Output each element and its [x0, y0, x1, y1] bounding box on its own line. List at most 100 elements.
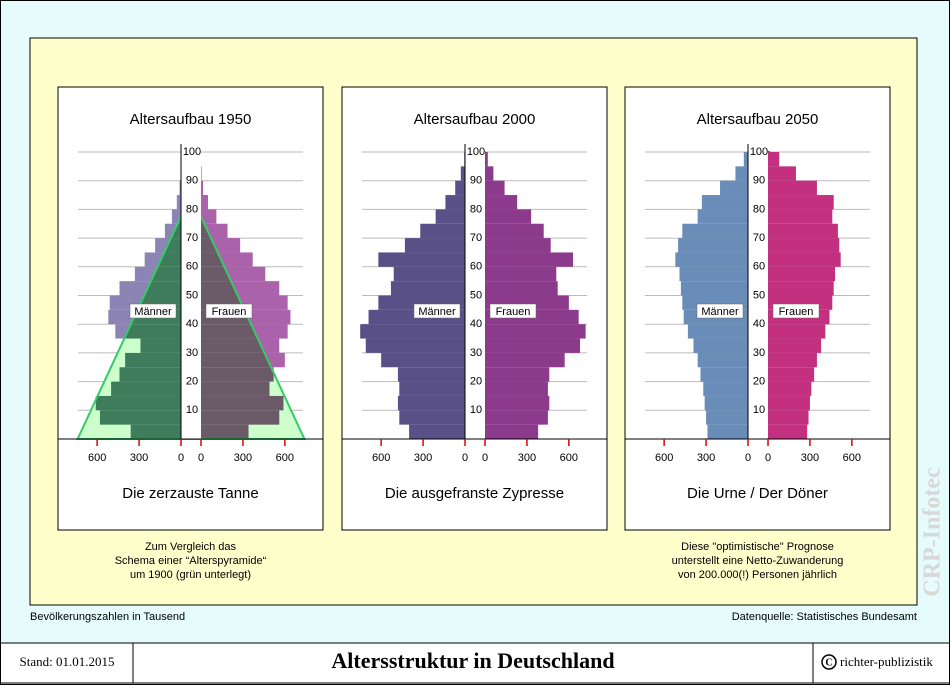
bar-female [768, 281, 834, 296]
bar-male [390, 281, 465, 296]
label-box [205, 303, 253, 319]
bar-female [485, 424, 539, 439]
bar-male [409, 424, 465, 439]
y-tick-label: 10 [753, 404, 765, 416]
pyramid-panel: Altersaufbau 2000 Die ausgefranste Zypres… [341, 86, 608, 531]
bar-male [704, 395, 748, 411]
note-line: Schema einer “Alterspyramide“ [115, 555, 267, 567]
y-tick-label: 30 [753, 347, 765, 359]
y-tick-label: 100 [183, 146, 201, 158]
bar-male [735, 166, 748, 181]
y-tick-label: 40 [186, 318, 198, 330]
x-tick-label: 0 [765, 452, 771, 464]
bar-female [485, 367, 550, 382]
chart-caption: Die zerzauste Tanne [122, 485, 258, 502]
bar-female [201, 352, 285, 368]
series-label: Frauen [496, 306, 531, 318]
x-tick-label: 300 [518, 452, 536, 464]
x-tick-label: 600 [560, 452, 578, 464]
bar-male [707, 424, 748, 439]
series-label: Männer [418, 306, 456, 318]
bar-male [378, 252, 465, 267]
bar-male [455, 180, 465, 196]
axis-gap [748, 144, 768, 439]
bar-male [111, 381, 181, 396]
bar-male [445, 195, 465, 210]
bar-female [485, 252, 574, 267]
copyright-c: C [825, 657, 832, 668]
bar-female [768, 166, 796, 181]
bar-male [399, 410, 465, 425]
y-tick-label: 100 [750, 146, 768, 158]
bar-male [697, 352, 748, 368]
bar-female [485, 338, 581, 353]
bar-male [397, 367, 465, 382]
y-tick-label: 100 [467, 146, 485, 158]
bar-female [768, 209, 833, 224]
x-tick-label: 600 [276, 452, 294, 464]
x-tick-label: 0 [482, 452, 488, 464]
bar-female [485, 281, 558, 296]
bar-male [682, 223, 748, 239]
bar-male [720, 180, 748, 196]
bar-female [485, 209, 532, 224]
bar-male [140, 338, 181, 353]
bar-female [485, 395, 550, 411]
x-tick-label: 0 [178, 452, 184, 464]
label-box [772, 303, 820, 319]
x-tick-label: 300 [697, 452, 715, 464]
bar-female [485, 152, 488, 167]
watermark: CRP-Infotec [920, 467, 946, 597]
x-tick-label: 0 [198, 452, 204, 464]
y-tick-label: 20 [470, 376, 482, 388]
label-box [129, 303, 177, 319]
bar-male [125, 352, 181, 368]
y-tick-label: 40 [470, 318, 482, 330]
bar-male [95, 395, 181, 411]
bar-female [768, 152, 780, 167]
bar-female [768, 410, 809, 425]
x-tick-label: 600 [88, 452, 106, 464]
bar-male [687, 324, 748, 339]
bar-female [768, 238, 840, 253]
bar-male [420, 223, 465, 239]
label-box [696, 303, 744, 319]
bar-female [201, 209, 217, 224]
bar-male [397, 395, 465, 411]
bar-female [485, 238, 551, 253]
y-tick-label: 30 [470, 347, 482, 359]
bar-female [485, 381, 548, 396]
bar-female [201, 180, 204, 196]
bar-female [485, 352, 565, 368]
y-tick-label: 60 [470, 261, 482, 273]
bar-male [171, 209, 181, 224]
y-tick-label: 90 [186, 175, 198, 187]
y-tick-label: 90 [470, 175, 482, 187]
axis-gap [465, 144, 485, 439]
bar-male [679, 266, 748, 282]
bar-male [179, 180, 181, 196]
bar-female [768, 180, 817, 196]
x-tick-label: 600 [372, 452, 390, 464]
chart-caption: Die ausgefranste Zypresse [385, 485, 564, 502]
y-tick-label: 60 [186, 261, 198, 273]
axis-gap [181, 144, 201, 439]
chart-title: Altersaufbau 2000 [414, 111, 536, 128]
bar-female [485, 180, 505, 196]
chart-title: Altersaufbau 1950 [130, 111, 252, 128]
x-tick-label: 300 [414, 452, 432, 464]
label-box [489, 303, 537, 319]
x-tick-label: 600 [655, 452, 673, 464]
bar-female [768, 424, 808, 439]
y-tick-label: 70 [470, 232, 482, 244]
y-tick-label: 10 [186, 404, 198, 416]
y-tick-label: 20 [753, 376, 765, 388]
note-line: von 200.000(!) Personen jährlich [678, 569, 837, 581]
y-tick-label: 80 [470, 203, 482, 215]
bar-male [435, 209, 465, 224]
note-line: Diese "optimistische" Prognose [681, 541, 834, 553]
bar-female [485, 410, 548, 425]
bar-female [768, 195, 834, 210]
y-tick-label: 40 [753, 318, 765, 330]
